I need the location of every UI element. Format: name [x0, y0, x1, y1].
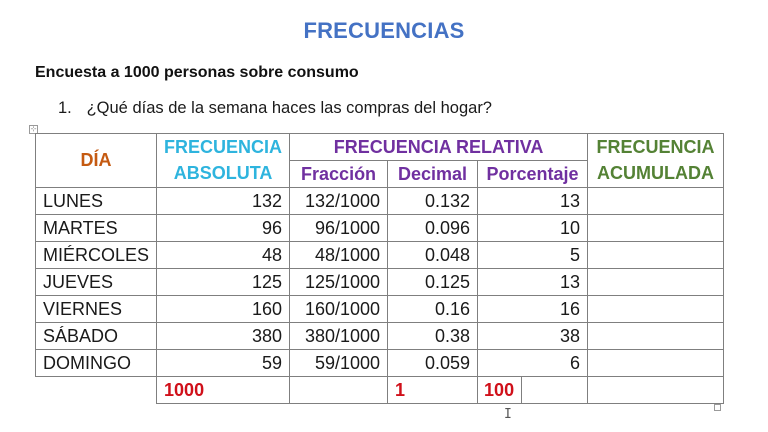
frequency-table: DÍA FRECUENCIA FRECUENCIA RELATIVA FRECU… [34, 133, 725, 404]
table-row: MIÉRCOLES 48 48/1000 0.048 5 [34, 241, 725, 269]
text-cursor-icon: I [504, 407, 512, 422]
cell-acumulada[interactable] [587, 349, 725, 377]
table-move-handle-icon[interactable]: ⊹ [29, 125, 38, 134]
cell-dia-empty [35, 376, 158, 404]
header-decimal[interactable]: Decimal [387, 160, 479, 188]
cell-acumulada[interactable] [587, 322, 725, 350]
cell-decimal[interactable]: 0.048 [387, 241, 479, 269]
cell-dia[interactable]: SÁBADO [34, 322, 158, 350]
cell-absoluta[interactable]: 380 [156, 322, 291, 350]
cell-porcentaje[interactable]: 13 [477, 187, 589, 215]
cell-porcentaje[interactable]: 16 [477, 295, 589, 323]
header-row-1: DÍA FRECUENCIA FRECUENCIA RELATIVA FRECU… [34, 133, 725, 188]
cell-acumulada[interactable] [587, 214, 725, 242]
cell-acumulada[interactable] [587, 295, 725, 323]
header-absoluta-line1[interactable]: FRECUENCIA [156, 133, 291, 161]
cell-fraccion[interactable]: 132/1000 [289, 187, 389, 215]
cell-absoluta[interactable]: 132 [156, 187, 291, 215]
header-dia[interactable]: DÍA [34, 133, 158, 188]
header-acumulada-line1[interactable]: FRECUENCIA [587, 133, 725, 161]
cell-absoluta[interactable]: 48 [156, 241, 291, 269]
total-absoluta[interactable]: 1000 [156, 376, 291, 404]
cell-decimal[interactable]: 0.132 [387, 187, 479, 215]
question-number: 1. [58, 99, 72, 117]
cell-dia[interactable]: MARTES [34, 214, 158, 242]
cell-dia[interactable]: DOMINGO [34, 349, 158, 377]
cell-porcentaje[interactable]: 10 [477, 214, 589, 242]
survey-subtitle: Encuesta a 1000 personas sobre consumo [35, 64, 359, 81]
cell-decimal[interactable]: 0.125 [387, 268, 479, 296]
cell-decimal[interactable]: 0.096 [387, 214, 479, 242]
table-row: DOMINGO 59 59/1000 0.059 6 [34, 349, 725, 377]
cell-fraccion[interactable]: 48/1000 [289, 241, 389, 269]
table-row: JUEVES 125 125/1000 0.125 13 [34, 268, 725, 296]
cell-dia[interactable]: MIÉRCOLES [34, 241, 158, 269]
table-row: VIERNES 160 160/1000 0.16 16 [34, 295, 725, 323]
cell-porcentaje[interactable]: 5 [477, 241, 589, 269]
cell-porcentaje[interactable]: 13 [477, 268, 589, 296]
total-decimal[interactable]: 1 [387, 376, 479, 404]
cell-dia[interactable]: LUNES [34, 187, 158, 215]
cell-acumulada[interactable] [587, 187, 725, 215]
cell-absoluta[interactable]: 160 [156, 295, 291, 323]
cell-porcentaje[interactable]: 38 [477, 322, 589, 350]
cell-fraccion[interactable]: 380/1000 [289, 322, 389, 350]
question-item: 1. ¿Qué días de la semana haces las comp… [58, 99, 492, 118]
question-text: ¿Qué días de la semana haces las compras… [86, 99, 492, 117]
table-resize-handle-icon[interactable] [714, 404, 721, 411]
cell-dia[interactable]: JUEVES [34, 268, 158, 296]
cell-decimal[interactable]: 0.38 [387, 322, 479, 350]
table-row: MARTES 96 96/1000 0.096 10 [34, 214, 725, 242]
header-porcentaje[interactable]: Porcentaje [477, 160, 589, 188]
table-row: SÁBADO 380 380/1000 0.38 38 [34, 322, 725, 350]
total-fraccion[interactable] [289, 376, 389, 404]
cell-fraccion[interactable]: 59/1000 [289, 349, 389, 377]
cell-decimal[interactable]: 0.16 [387, 295, 479, 323]
cell-decimal[interactable]: 0.059 [387, 349, 479, 377]
cell-fraccion[interactable]: 160/1000 [289, 295, 389, 323]
cell-acumulada[interactable] [587, 241, 725, 269]
cell-fraccion[interactable]: 96/1000 [289, 214, 389, 242]
total-porcentaje-cell[interactable]: 100 [477, 376, 589, 404]
header-acumulada-line2[interactable]: ACUMULADA [587, 160, 725, 188]
cell-porcentaje[interactable]: 6 [477, 349, 589, 377]
total-acumulada[interactable] [587, 376, 725, 404]
table-row: LUNES 132 132/1000 0.132 13 [34, 187, 725, 215]
cell-absoluta[interactable]: 59 [156, 349, 291, 377]
document-title: FRECUENCIAS [303, 18, 465, 43]
cell-fraccion[interactable]: 125/1000 [289, 268, 389, 296]
cell-absoluta[interactable]: 125 [156, 268, 291, 296]
cell-acumulada[interactable] [587, 268, 725, 296]
totals-row: 1000 1 100 [35, 376, 725, 404]
header-relativa[interactable]: FRECUENCIA RELATIVA [289, 133, 589, 161]
cell-absoluta[interactable]: 96 [156, 214, 291, 242]
header-absoluta-line2[interactable]: ABSOLUTA [156, 160, 291, 188]
total-porcentaje[interactable]: 100 [479, 377, 523, 403]
cell-dia[interactable]: VIERNES [34, 295, 158, 323]
header-row-2: ABSOLUTA Fracción Decimal Porcentaje ACU… [36, 160, 725, 188]
header-fraccion[interactable]: Fracción [289, 160, 389, 188]
